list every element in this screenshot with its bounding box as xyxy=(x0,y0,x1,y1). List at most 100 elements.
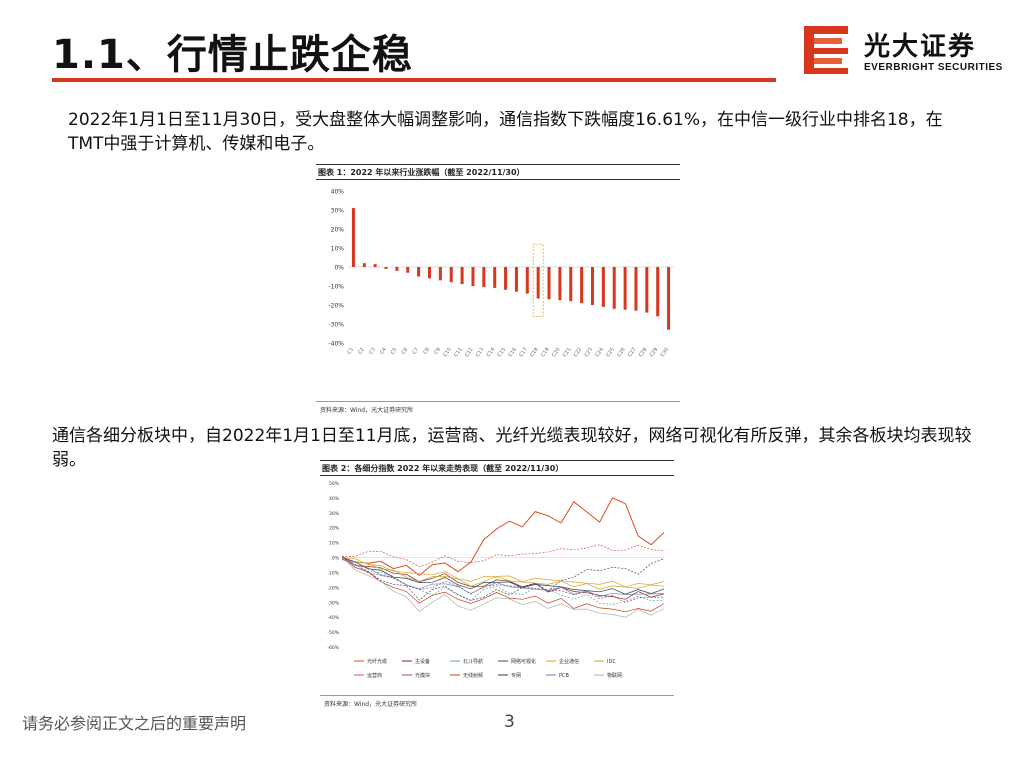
x-tick-label: C25 xyxy=(605,347,616,359)
x-tick-label: C27 xyxy=(627,347,638,359)
y-tick-label: -30% xyxy=(327,600,339,606)
series-line xyxy=(341,555,665,613)
legend-label: 物联网 xyxy=(607,672,622,679)
series-line xyxy=(341,556,665,618)
legend-label: 企业通信 xyxy=(559,658,579,665)
x-tick-label: C7 xyxy=(412,347,421,356)
bar xyxy=(591,267,594,305)
x-tick-label: C19 xyxy=(540,347,551,359)
page-number: 3 xyxy=(504,712,515,732)
bar xyxy=(482,267,486,287)
y-tick-label: 40% xyxy=(331,189,345,196)
x-tick-label: C18 xyxy=(529,347,540,359)
company-logo: 光大证券 EVERBRIGHT SECURITIES xyxy=(800,22,1003,80)
disclaimer-text: 请务必参阅正文之后的重要声明 xyxy=(22,714,247,733)
x-tick-label: C12 xyxy=(464,347,475,359)
x-tick-label: C15 xyxy=(497,347,508,359)
bar xyxy=(493,267,497,288)
logo-text-zh: 光大证券 xyxy=(864,32,977,62)
bar xyxy=(428,267,431,279)
bar xyxy=(514,267,518,292)
bar xyxy=(612,267,616,309)
series-line xyxy=(341,556,665,600)
y-tick-label: -10% xyxy=(328,284,344,291)
figure-2: 图表 2：各细分指数 2022 年以来走势表现（截至 2022/11/30） 5… xyxy=(320,460,674,719)
y-tick-label: -20% xyxy=(327,585,339,591)
bar xyxy=(536,267,540,299)
legend-label: 光纤光缆 xyxy=(367,658,387,665)
bar xyxy=(580,267,584,304)
bar xyxy=(417,267,421,277)
bar xyxy=(471,267,475,286)
bar xyxy=(395,267,399,271)
x-tick-label: C24 xyxy=(594,347,605,359)
y-tick-label: 20% xyxy=(331,227,345,234)
figure-2-title-rule xyxy=(320,475,674,476)
legend-label: 专网 xyxy=(511,672,521,679)
series-line xyxy=(341,497,665,577)
series-line xyxy=(341,558,665,605)
series-line xyxy=(341,544,665,568)
y-tick-label: 10% xyxy=(329,541,340,547)
bar xyxy=(634,267,638,311)
logo-text-en: EVERBRIGHT SECURITIES xyxy=(864,62,1003,73)
figure-2-title: 图表 2：各细分指数 2022 年以来走势表现（截至 2022/11/30） xyxy=(322,464,564,473)
x-tick-label: C22 xyxy=(573,347,584,359)
x-tick-label: C8 xyxy=(422,347,431,356)
bar xyxy=(362,263,366,267)
legend-label: 光模块 xyxy=(415,672,430,679)
bar xyxy=(623,267,627,310)
bar xyxy=(601,267,605,307)
x-tick-label: C20 xyxy=(551,347,562,359)
x-tick-label: C26 xyxy=(616,347,627,359)
x-tick-label: C1 xyxy=(346,347,355,356)
industry-bar-chart: 40% 30% 20% 10% 0% -10% -20% -30% -40%C1 C2 C3 C4 C5… xyxy=(328,189,674,359)
y-tick-label: -30% xyxy=(328,322,344,329)
y-tick-label: -10% xyxy=(327,570,339,576)
x-tick-label: C4 xyxy=(379,347,388,356)
legend-label: 无线射频 xyxy=(463,672,483,679)
bar xyxy=(449,267,453,283)
figure-1-source: 资料来源：Wind，光大证券研究所 xyxy=(320,407,414,414)
figure-2-source-rule xyxy=(320,695,674,696)
series-line xyxy=(341,558,665,590)
x-tick-label: C10 xyxy=(442,347,453,359)
intro-paragraph: 2022年1月1日至11月30日，受大盘整体大幅调整影响，通信指数下跌幅度16.… xyxy=(68,110,943,154)
x-tick-label: C6 xyxy=(401,347,410,356)
x-tick-label: C13 xyxy=(475,347,486,359)
x-tick-label: C16 xyxy=(508,347,519,359)
x-tick-label: C23 xyxy=(584,347,595,359)
x-tick-label: C9 xyxy=(433,347,442,356)
legend-label: 运营商 xyxy=(367,672,382,679)
x-tick-label: C30 xyxy=(660,347,671,359)
y-tick-label: 10% xyxy=(331,246,345,253)
y-tick-label: 30% xyxy=(331,208,345,215)
y-tick-label: 50% xyxy=(329,481,340,487)
series-line xyxy=(341,558,665,603)
x-tick-label: C11 xyxy=(453,347,464,359)
bar xyxy=(373,264,377,267)
bar xyxy=(384,267,388,269)
bar xyxy=(504,267,508,290)
y-tick-label: 40% xyxy=(329,496,340,502)
series-line xyxy=(341,555,665,601)
bar xyxy=(438,267,442,281)
x-tick-label: C29 xyxy=(649,347,660,359)
legend-label: 主设备 xyxy=(415,658,430,665)
y-tick-label: -40% xyxy=(328,341,344,348)
y-tick-label: -40% xyxy=(327,615,339,621)
bar xyxy=(460,267,464,285)
legend-label: IDC xyxy=(607,659,616,665)
series-line xyxy=(341,557,665,595)
figure-1-source-rule xyxy=(316,401,680,402)
x-tick-label: C3 xyxy=(368,347,377,356)
bar xyxy=(525,267,529,294)
bar xyxy=(558,267,562,301)
segment-line-chart: 50% 40% 30% 20% 10% 0% -10% -20% -30% -40% -50% -60… xyxy=(327,481,665,679)
figure-2-source: 资料来源：Wind，光大证券研究所 xyxy=(324,701,418,708)
y-tick-label: 30% xyxy=(329,511,340,517)
bar xyxy=(547,267,551,300)
x-tick-label: C2 xyxy=(357,347,366,356)
figure-1-title: 图表 1：2022 年以来行业涨跌幅（截至 2022/11/30） xyxy=(318,168,525,177)
page-title: 1.1、行情止跌企稳 xyxy=(52,32,413,78)
